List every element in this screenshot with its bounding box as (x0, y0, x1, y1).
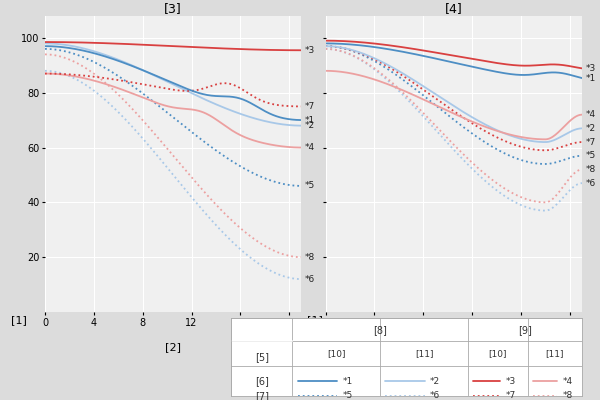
Text: *1: *1 (305, 116, 316, 124)
Text: *3: *3 (305, 46, 316, 55)
Text: [10]: [10] (488, 349, 507, 358)
Text: *2: *2 (305, 121, 315, 130)
Text: *6: *6 (430, 392, 440, 400)
Text: *1: *1 (586, 74, 596, 82)
Text: *7: *7 (505, 392, 515, 400)
Text: *4: *4 (586, 110, 596, 119)
Text: [7]: [7] (255, 391, 269, 400)
Text: *8: *8 (563, 392, 573, 400)
Text: *7: *7 (586, 138, 596, 146)
Text: *3: *3 (586, 64, 596, 73)
Text: *8: *8 (586, 165, 596, 174)
Title: [4]: [4] (445, 2, 463, 15)
Text: *5: *5 (586, 151, 596, 160)
Text: [5]: [5] (255, 352, 269, 362)
Text: [6]: [6] (255, 376, 269, 386)
Text: *5: *5 (343, 392, 353, 400)
Text: [1]: [1] (11, 315, 27, 325)
Text: *1: *1 (343, 377, 353, 386)
Text: [9]: [9] (518, 325, 532, 335)
Text: [2]: [2] (446, 342, 462, 352)
Text: *4: *4 (563, 377, 573, 386)
Text: *2: *2 (586, 124, 596, 133)
Text: [1]: [1] (307, 315, 323, 325)
Title: [3]: [3] (164, 2, 182, 15)
Text: *7: *7 (305, 102, 316, 111)
Text: *6: *6 (305, 275, 316, 284)
Text: [11]: [11] (545, 349, 564, 358)
Text: *6: *6 (586, 179, 596, 188)
Text: *5: *5 (305, 182, 316, 190)
Text: [10]: [10] (327, 349, 346, 358)
Text: *4: *4 (305, 143, 315, 152)
Text: [2]: [2] (165, 342, 181, 352)
Text: *8: *8 (305, 253, 316, 262)
Text: [11]: [11] (415, 349, 433, 358)
Text: *2: *2 (430, 377, 440, 386)
Text: *3: *3 (505, 377, 515, 386)
Text: [8]: [8] (373, 325, 387, 335)
